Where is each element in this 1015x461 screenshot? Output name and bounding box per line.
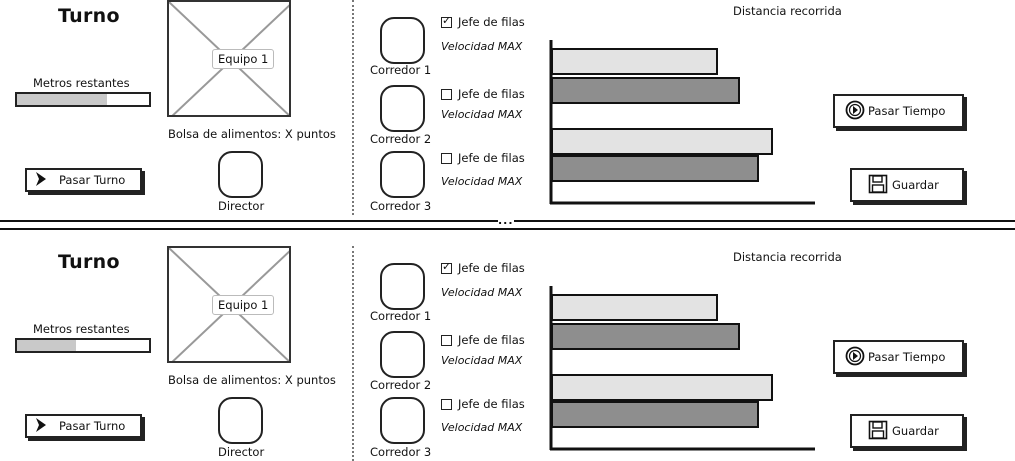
column-divider — [352, 0, 354, 215]
chart-bar-3 — [551, 128, 773, 155]
guardar-label: Guardar — [892, 178, 939, 192]
corredor-label: Corredor 1 — [370, 309, 432, 323]
equipo-label: Equipo 1 — [212, 295, 275, 315]
corredor-avatar — [380, 151, 425, 198]
director-avatar — [218, 151, 263, 198]
jefe-de-filas-label: Jefe de filas — [458, 397, 525, 411]
corredor-avatar — [380, 397, 425, 444]
section-separator: ... — [0, 214, 1015, 232]
velocidad-max-label: Velocidad MAX — [441, 175, 523, 188]
corredor-label: Corredor 3 — [370, 445, 432, 459]
velocidad-max-label: Velocidad MAX — [441, 354, 523, 367]
jefe-de-filas-label: Jefe de filas — [458, 333, 525, 347]
checkbox-icon[interactable] — [441, 14, 452, 28]
velocidad-max-label: Velocidad MAX — [441, 286, 523, 299]
director-label: Director — [218, 445, 265, 459]
chart-bar-2 — [551, 77, 740, 104]
metros-progress-fill — [17, 340, 77, 351]
corredor-avatar — [380, 17, 425, 64]
chart-bar-4 — [551, 401, 759, 428]
equipo-label: Equipo 1 — [212, 49, 275, 69]
jefe-de-filas-checkbox[interactable]: Jefe de filas — [441, 151, 525, 165]
bolsa-alimentos-label: Bolsa de alimentos: X puntos — [168, 127, 336, 141]
corredor-label: Corredor 2 — [370, 378, 432, 392]
pasar-tiempo-button[interactable]: Pasar Tiempo — [833, 94, 964, 128]
circle-chevron-right-icon — [845, 346, 865, 369]
floppy-disk-icon — [868, 174, 888, 197]
distancia-chart — [549, 40, 815, 205]
metros-progress-fill — [17, 94, 107, 105]
chart-bar-2 — [551, 323, 740, 350]
corredor-label: Corredor 3 — [370, 199, 432, 213]
corredor-avatar — [380, 85, 425, 132]
velocidad-max-label: Velocidad MAX — [441, 421, 523, 434]
corredor-avatar — [380, 263, 425, 310]
pasar-turno-label: Pasar Turno — [59, 419, 126, 433]
guardar-button[interactable]: Guardar — [850, 414, 964, 448]
corredor-label: Corredor 2 — [370, 132, 432, 146]
circle-chevron-right-icon — [845, 100, 865, 123]
separator-dots: ... — [498, 214, 514, 227]
bolsa-alimentos-label: Bolsa de alimentos: X puntos — [168, 373, 336, 387]
chart-bar-4 — [551, 155, 759, 182]
checkbox-icon[interactable] — [441, 335, 452, 346]
jefe-de-filas-checkbox[interactable]: Jefe de filas — [441, 87, 525, 101]
director-avatar — [218, 397, 263, 444]
chevron-right-icon — [33, 171, 49, 190]
chart-bar-1 — [551, 48, 718, 75]
pasar-turno-button[interactable]: Pasar Turno — [25, 168, 142, 192]
pasar-tiempo-button[interactable]: Pasar Tiempo — [833, 340, 964, 374]
metros-progress-bar — [15, 338, 151, 353]
distancia-chart — [549, 286, 815, 451]
jefe-de-filas-label: Jefe de filas — [458, 87, 525, 101]
turno-title: Turno — [58, 5, 120, 27]
pasar-turno-label: Pasar Turno — [59, 173, 126, 187]
jefe-de-filas-checkbox[interactable]: Jefe de filas — [441, 333, 525, 347]
jefe-de-filas-checkbox[interactable]: Jefe de filas — [441, 397, 525, 411]
equipo-image: Equipo 1 — [167, 0, 291, 117]
jefe-de-filas-label: Jefe de filas — [458, 151, 525, 165]
mockup-panel: Turno Metros restantes Pasar Turno Equip… — [0, 246, 1015, 461]
chevron-right-icon — [33, 417, 49, 436]
chart-title: Distancia recorrida — [733, 250, 842, 264]
checkbox-icon[interactable] — [441, 89, 452, 100]
jefe-de-filas-checkbox[interactable]: Jefe de filas — [441, 14, 525, 29]
equipo-image: Equipo 1 — [167, 246, 291, 363]
guardar-button[interactable]: Guardar — [850, 168, 964, 202]
pasar-turno-button[interactable]: Pasar Turno — [25, 414, 142, 438]
pasar-tiempo-label: Pasar Tiempo — [868, 104, 946, 118]
chart-title: Distancia recorrida — [733, 4, 842, 18]
floppy-disk-icon — [868, 420, 888, 443]
mockup-panel: Turno Metros restantes Pasar Turno Equip… — [0, 0, 1015, 215]
jefe-de-filas-label: Jefe de filas — [458, 261, 525, 275]
guardar-label: Guardar — [892, 424, 939, 438]
corredor-label: Corredor 1 — [370, 63, 432, 77]
jefe-de-filas-checkbox[interactable]: Jefe de filas — [441, 260, 525, 275]
column-divider — [352, 246, 354, 461]
metros-restantes-label: Metros restantes — [33, 76, 130, 90]
jefe-de-filas-label: Jefe de filas — [458, 15, 525, 29]
velocidad-max-label: Velocidad MAX — [441, 108, 523, 121]
checkbox-icon[interactable] — [441, 399, 452, 410]
checkbox-icon[interactable] — [441, 153, 452, 164]
pasar-tiempo-label: Pasar Tiempo — [868, 350, 946, 364]
velocidad-max-label: Velocidad MAX — [441, 40, 523, 53]
separator-line-bottom — [0, 228, 1015, 230]
checkbox-icon[interactable] — [441, 260, 452, 274]
director-label: Director — [218, 199, 265, 213]
chart-bar-1 — [551, 294, 718, 321]
corredor-avatar — [380, 331, 425, 378]
turno-title: Turno — [58, 251, 120, 273]
metros-restantes-label: Metros restantes — [33, 322, 130, 336]
chart-bar-3 — [551, 374, 773, 401]
metros-progress-bar — [15, 92, 151, 107]
